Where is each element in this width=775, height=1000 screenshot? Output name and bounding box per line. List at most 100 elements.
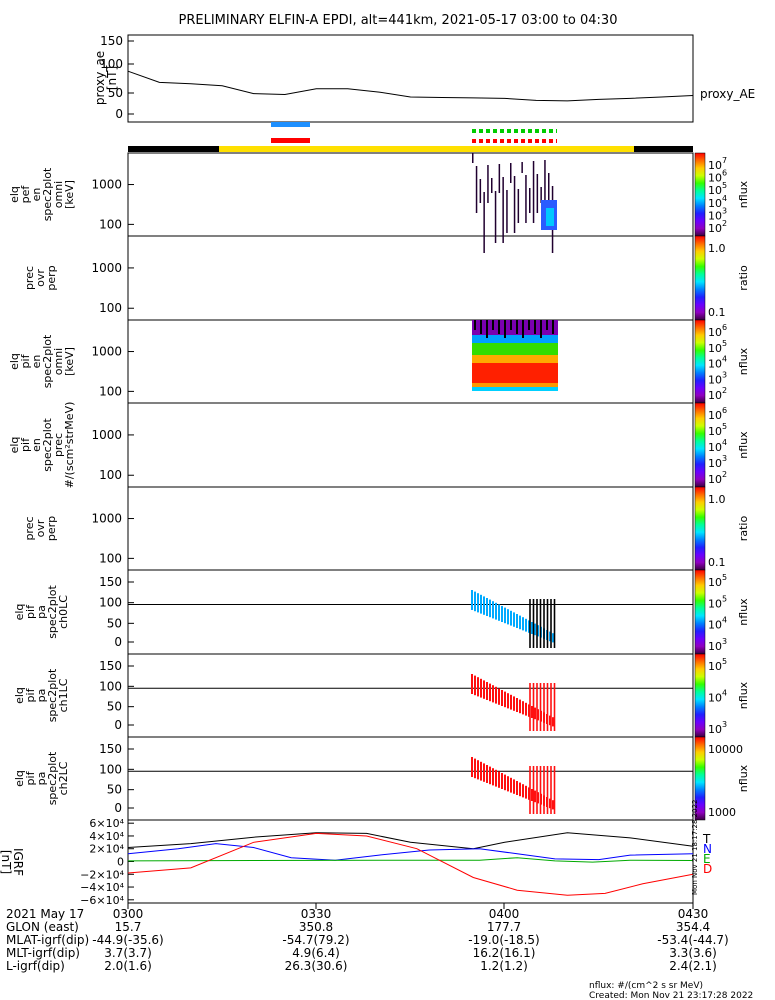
igrf-line-T xyxy=(127,832,694,850)
colorbar-tick-label: 10 xyxy=(708,597,722,610)
panel-ytick-label: 100 xyxy=(99,217,122,231)
panel-ylabel: prec xyxy=(52,433,65,457)
colorbar-tick-label: 10 xyxy=(708,723,722,736)
ae-ytick-label: 100 xyxy=(100,57,123,71)
panel-ylabel: elq xyxy=(13,770,26,787)
panel-frame-0 xyxy=(127,152,694,237)
colorbar-tick-label: 10 xyxy=(708,342,722,355)
panel-ytick-label: 50 xyxy=(107,700,122,714)
spectrogram-band xyxy=(472,363,558,383)
footer-ephemeris: 2021 May 17 0300 0330 0400 0430 GLON (east) 15… xyxy=(6,903,729,973)
panel-ylabel: elq xyxy=(13,604,26,621)
colorbar-tick-label: 10 xyxy=(708,425,722,438)
footer-row-value: -19.0(-18.5) xyxy=(468,933,539,947)
panel-ylabel: ch0LC xyxy=(57,595,70,629)
igrf-legend-D: D xyxy=(703,862,712,876)
colorbar-tick-exponent: 6 xyxy=(722,406,727,415)
colorbar-5 xyxy=(694,569,706,655)
spectrogram-cell xyxy=(492,320,494,330)
colorbar-label: nflux xyxy=(737,347,750,375)
colorbar-tick-exponent: 4 xyxy=(722,438,727,447)
footer-row-value: 26.3(30.6) xyxy=(285,959,348,973)
igrf-ytick-label: −4×10⁴ xyxy=(80,881,124,894)
footer-row-value: 3.3(3.6) xyxy=(669,946,717,960)
colorbar-tick-exponent: 7 xyxy=(722,156,727,165)
spectrogram-blob xyxy=(546,208,554,226)
panel-frame-3 xyxy=(127,402,694,488)
ae-ylabel-1: proxy_ae xyxy=(93,51,107,105)
spectrogram-cell xyxy=(522,320,524,338)
panel-ylabel: pif xyxy=(19,437,32,452)
colorbar-tick-exponent: 4 xyxy=(722,689,727,698)
igrf-ytick-label: −2×10⁴ xyxy=(80,868,124,881)
footer-note-1: nflux: #/(cm^2 s sr MeV) xyxy=(589,981,703,991)
colorbar-tick-label: 10 xyxy=(708,473,722,486)
panel-ylabel: spec2plot xyxy=(41,418,54,472)
panel-ylabel: prec xyxy=(23,266,36,290)
colorbar-tick-label: 10 xyxy=(708,373,722,386)
spectrogram-band xyxy=(472,343,558,355)
colorbar-label: nflux xyxy=(737,681,750,709)
spectrogram-cell xyxy=(494,191,497,243)
footer-note-2: Created: Mon Nov 21 23:17:28 2022 xyxy=(589,991,753,1000)
panel-ytick-label: 1000 xyxy=(91,345,122,359)
spectrogram-cell xyxy=(510,163,512,183)
spectrogram-cell xyxy=(479,179,482,203)
igrf-ytick-label: −6×10⁴ xyxy=(80,894,124,907)
spectrogram-cell xyxy=(506,190,508,233)
spectrogram-cell xyxy=(486,320,488,338)
panel-ytick-label: 1000 xyxy=(91,178,122,192)
spectrogram-cell xyxy=(480,320,482,334)
panel-ylabel: en xyxy=(30,188,43,202)
footer-row-value: -53.4(-44.7) xyxy=(657,933,728,947)
footer-row-value: 2.0(1.6) xyxy=(104,959,152,973)
event-markers xyxy=(128,122,693,152)
footer-row-label: L-igrf(dip) xyxy=(6,959,65,973)
spectrogram-cell xyxy=(532,161,535,223)
colorbar-tick-exponent: 5 xyxy=(722,339,727,348)
colorbar-label: nflux xyxy=(737,598,750,626)
colorbar-tick-label: 10 xyxy=(708,619,722,632)
spectrogram-cell xyxy=(516,320,518,334)
colorbar-tick-label: 10 xyxy=(708,326,722,339)
panel-ytick-label: 100 xyxy=(99,762,122,776)
spectrogram-band xyxy=(472,383,558,387)
panel-ylabel: [keV] xyxy=(63,347,76,376)
footer-row-value: 2.4(2.1) xyxy=(669,959,717,973)
colorbar-label: ratio xyxy=(737,516,750,542)
spectrogram-cell xyxy=(487,165,489,203)
ae-panel: 150 100 50 0 proxy_AE proxy_ae [nT] xyxy=(93,34,755,123)
panel-ytick-label: 100 xyxy=(99,468,122,482)
colorbar-tick-label: 10 xyxy=(708,197,722,210)
colorbar-tick-exponent: 3 xyxy=(722,720,727,729)
colorbar-tick-label: 10 xyxy=(708,222,722,235)
ae-ylabel-2: [nT] xyxy=(105,66,119,90)
panel-ylabel: en xyxy=(30,355,43,369)
footer-row-value: 177.7 xyxy=(487,920,521,934)
ae-legend: proxy_AE xyxy=(700,87,755,101)
colorbar-tick-label: 10 xyxy=(708,441,722,454)
footer-row-value: 354.4 xyxy=(676,920,710,934)
colorbar-tick-exponent: 6 xyxy=(722,323,727,332)
colorbar-tick-exponent: 5 xyxy=(722,181,727,190)
panel-ylabel: spec2plot xyxy=(46,668,59,722)
footer-row-value: -44.9(-35.6) xyxy=(92,933,163,947)
panel-ytick-label: 150 xyxy=(99,575,122,589)
panel-ytick-label: 100 xyxy=(99,551,122,565)
panel-ylabel: omni xyxy=(52,181,65,208)
spectrogram-cell xyxy=(548,173,550,203)
colorbar-tick-exponent: 5 xyxy=(722,573,727,582)
colorbar-tick-label: 10 xyxy=(708,576,722,589)
panel-ytick-label: 150 xyxy=(99,742,122,756)
panel-ylabel: pef xyxy=(19,185,32,204)
colorbar-tick-label: 10 xyxy=(708,692,722,705)
colorbar-tick-label: 10 xyxy=(708,389,722,402)
colorbar-tick-exponent: 5 xyxy=(722,422,727,431)
colorbar-tick-exponent: 5 xyxy=(722,657,727,666)
igrf-ylabel-2: [nT] xyxy=(0,850,13,874)
igrf-ytick-label: 0 xyxy=(117,856,124,869)
footer-row-value: 350.8 xyxy=(299,920,333,934)
panel-ylabel: spec2plot xyxy=(41,167,54,221)
panel-ytick-label: 0 xyxy=(114,718,122,732)
colorbar-tick-label: 10 xyxy=(708,660,722,673)
